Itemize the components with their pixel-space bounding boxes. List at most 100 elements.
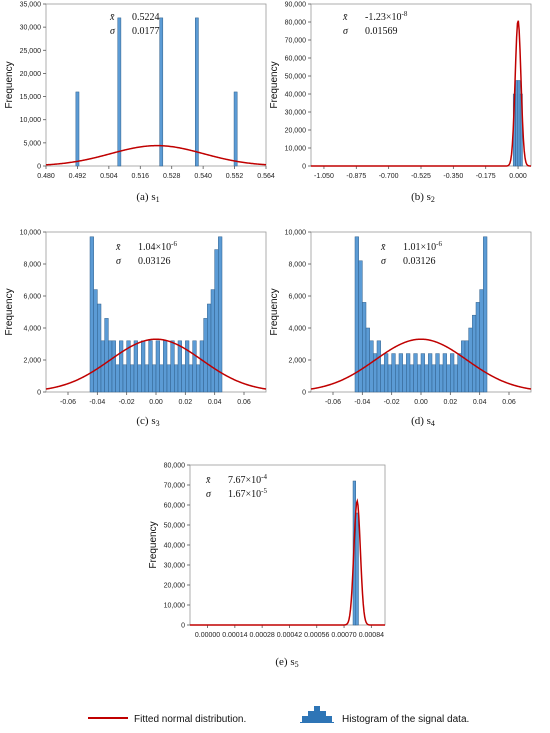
chart-caption: (e) s5	[275, 656, 298, 669]
y-tick-label: 4,000	[23, 326, 41, 333]
y-tick-label: 10,000	[285, 230, 307, 237]
histogram-bar	[119, 340, 124, 393]
histogram-bar	[431, 364, 436, 393]
histogram-bar	[155, 340, 160, 393]
y-tick-label: 0	[37, 164, 41, 171]
y-tick-label: 10,000	[20, 230, 42, 237]
mean-value: 0.5224	[132, 12, 160, 23]
mean-value: 1.01×10-6	[403, 240, 442, 253]
plot-area	[189, 464, 386, 626]
histogram-bar	[203, 318, 208, 393]
histogram-bar	[196, 364, 201, 393]
sigma-symbol: σ	[110, 26, 116, 37]
chart-caption: (b) s2	[411, 191, 435, 204]
fitted-normal-curve	[310, 338, 532, 390]
y-tick-label: 8,000	[288, 262, 306, 269]
y-tick-label: 90,000	[285, 2, 307, 9]
legend-histogram-label: Histogram of the signal data.	[342, 714, 469, 725]
y-tick-label: 0	[37, 390, 41, 397]
x-tick-label: 0.480	[37, 173, 55, 180]
histogram-bar	[442, 353, 447, 393]
histogram-bar	[428, 353, 433, 393]
x-tick-label: 0.00056	[304, 632, 329, 639]
y-tick-label: 4,000	[288, 326, 306, 333]
histogram-bar	[159, 364, 164, 393]
y-tick-label: 80,000	[285, 20, 307, 27]
histogram-bar	[122, 364, 127, 393]
sigma-value: 0.03126	[138, 256, 171, 267]
x-tick-label: 0.00042	[277, 632, 302, 639]
mean-symbol: x̄	[115, 242, 121, 253]
histogram-bar	[409, 364, 414, 393]
histogram-bar	[133, 340, 138, 393]
histogram-bar	[472, 314, 477, 393]
y-tick-label: 6,000	[288, 294, 306, 301]
histogram-bar	[93, 289, 98, 393]
y-tick-label: 70,000	[164, 483, 186, 490]
mean-symbol: x̄	[205, 475, 211, 486]
y-tick-label: 60,000	[285, 56, 307, 63]
histogram-bar	[515, 80, 519, 167]
x-tick-label: 0.000	[509, 173, 527, 180]
histogram-bar	[97, 303, 102, 393]
histogram-bar	[354, 236, 359, 393]
histogram-bar	[104, 318, 109, 393]
histogram-bar	[174, 364, 179, 393]
y-tick-label: 20,000	[20, 71, 42, 78]
histogram-bar	[181, 364, 186, 393]
legend-histogram-icon	[300, 706, 334, 723]
y-tick-label: 20,000	[285, 128, 307, 135]
x-tick-label: 0.00014	[222, 632, 247, 639]
x-tick-label: -0.04	[354, 399, 370, 406]
chart-s1: 0 5,000 10,000 15,000 20,000 25,000 30,000 35,0…	[4, 2, 275, 205]
histogram-bar	[413, 353, 418, 393]
histogram-bar	[170, 340, 175, 393]
y-tick-label: 0	[181, 623, 185, 630]
fitted-normal-curve	[311, 20, 532, 167]
fitted-normal-curve	[190, 498, 385, 626]
x-tick-label: 0.552	[226, 173, 244, 180]
histogram-bar	[376, 340, 381, 393]
histogram-bar	[163, 340, 168, 393]
histogram-bar	[195, 17, 199, 167]
y-tick-label: 10,000	[20, 117, 42, 124]
x-tick-label: -0.350	[443, 173, 463, 180]
x-tick-label: 0.06	[502, 399, 516, 406]
histogram-bar	[380, 364, 385, 393]
plot-area	[45, 3, 267, 167]
histogram-bar	[453, 364, 458, 393]
x-tick-label: 0.00000	[195, 632, 220, 639]
histogram-bar	[141, 340, 146, 393]
mean-symbol: x̄	[380, 242, 386, 253]
histogram-bar	[188, 364, 193, 393]
histogram-bar	[461, 340, 466, 393]
y-tick-label: 35,000	[20, 2, 42, 9]
histogram-bar	[218, 236, 223, 393]
mean-value: 1.04×10-6	[138, 240, 177, 253]
histogram-bar	[117, 17, 122, 167]
legend-histogram-icon-bar	[308, 711, 314, 722]
y-tick-label: 10,000	[164, 603, 186, 610]
histogram-bar	[450, 353, 455, 393]
y-tick-label: 0	[302, 390, 306, 397]
legend-histogram-icon-bar	[326, 716, 332, 722]
y-tick-label: 10,000	[285, 146, 307, 153]
x-tick-label: 0.516	[132, 173, 150, 180]
histogram-bar	[435, 353, 440, 393]
y-axis-label: Frequency	[269, 61, 280, 108]
histogram-bar	[177, 340, 182, 393]
histogram-bar	[387, 364, 392, 393]
legend-histogram-icon-bar	[302, 716, 308, 722]
y-tick-label: 15,000	[20, 94, 42, 101]
y-axis-label: Frequency	[4, 288, 15, 335]
histogram-bar	[457, 353, 462, 393]
x-tick-label: -0.02	[384, 399, 400, 406]
y-tick-label: 30,000	[164, 563, 186, 570]
x-tick-label: 0.528	[163, 173, 181, 180]
histogram-bar	[395, 364, 400, 393]
y-tick-label: 30,000	[20, 25, 42, 32]
chart-caption: (a) s1	[136, 191, 159, 204]
histogram-bar	[468, 327, 473, 393]
x-tick-label: 0.06	[237, 399, 251, 406]
sigma-value: 0.0177	[132, 26, 160, 37]
